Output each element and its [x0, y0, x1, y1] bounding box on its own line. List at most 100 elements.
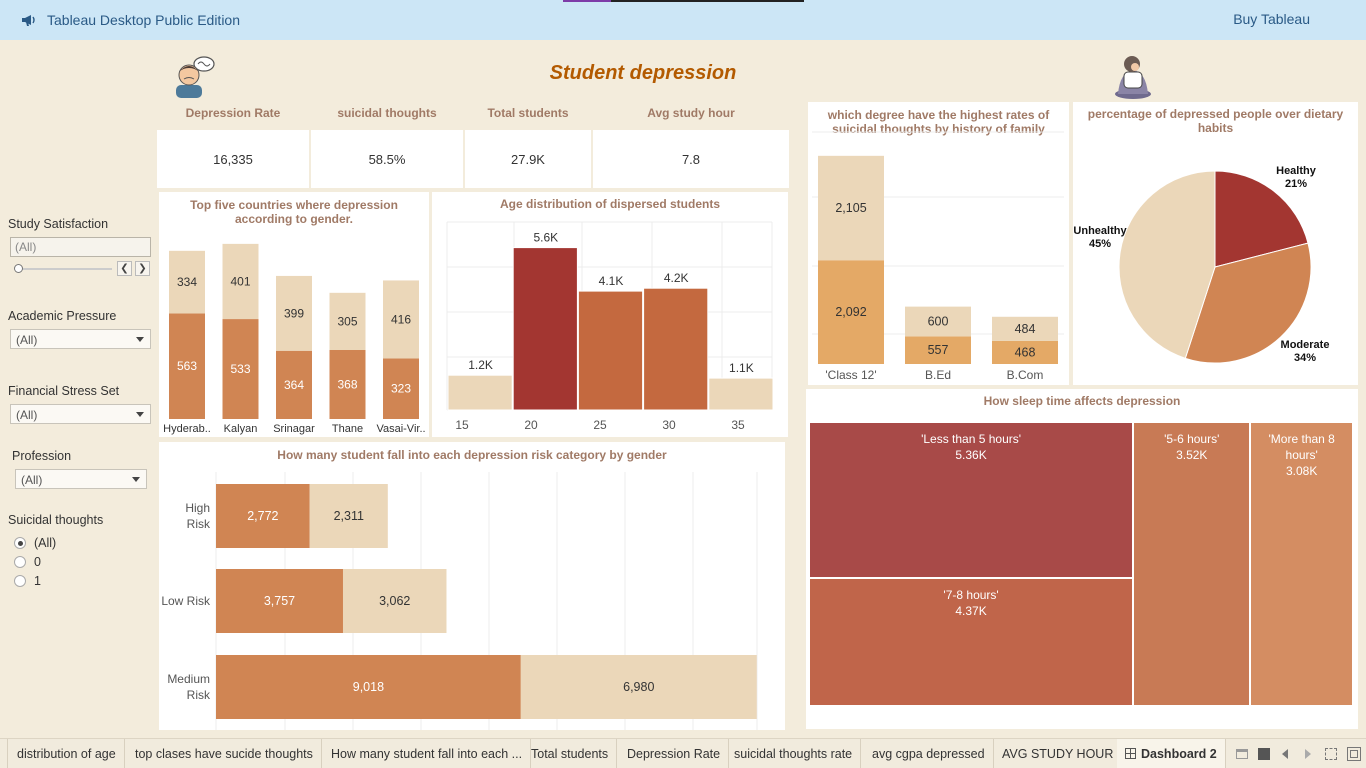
chevron-down-icon[interactable]	[136, 337, 144, 342]
study-satisfaction-slider-track[interactable]	[14, 264, 112, 273]
age-chart: 1.2K 15 5.6K 20 4.1K 25 4.2K 30 1.1K 35	[446, 221, 774, 432]
data-label: 4.1K	[599, 274, 624, 288]
radio-option-all[interactable]: (All)	[14, 536, 56, 550]
tick-label: Risk	[187, 688, 211, 702]
grid-view-icon[interactable]	[1258, 748, 1270, 760]
tile-7-8-hours[interactable]: '7-8 hours' 4.37K	[809, 578, 1134, 706]
kpi-value-total-students[interactable]: 27.9K	[465, 130, 591, 188]
filter-label-profession: Profession	[12, 449, 72, 463]
data-label: 9,018	[353, 680, 384, 694]
tab-risk-category[interactable]: How many student fall into each ...	[323, 739, 532, 768]
kpi-value-suicidal-thoughts[interactable]: 58.5%	[311, 130, 463, 188]
data-label: 334	[177, 275, 197, 289]
chevron-left-icon[interactable]: ❮	[117, 261, 132, 276]
filter-label-academic-pressure: Academic Pressure	[8, 309, 117, 323]
chevron-down-icon[interactable]	[132, 477, 140, 482]
tick-label: Medium	[167, 672, 210, 686]
kpi-label-suicidal-thoughts: suicidal thoughts	[337, 106, 437, 120]
tab-avg-cgpa[interactable]: avg cgpa depressed	[864, 739, 994, 768]
age-chart-panel: Age distribution of dispersed students 1…	[432, 192, 788, 437]
countries-chart-title: Top five countries where depression acco…	[190, 198, 398, 226]
radio-option-1[interactable]: 1	[14, 574, 41, 588]
tile-value: 5.36K	[955, 448, 987, 462]
bar-segment-left	[216, 655, 521, 719]
radio-button[interactable]	[14, 556, 26, 568]
chevron-right-icon[interactable]: ❯	[135, 261, 150, 276]
tab-total-students[interactable]: Total students	[523, 739, 618, 768]
data-label: 3,757	[264, 594, 295, 608]
bar-segment-left	[216, 484, 310, 548]
tab-depression-rate[interactable]: Depression Rate	[619, 739, 730, 768]
tick-label: Srinagar	[273, 423, 315, 435]
tile-less-than-5-hours[interactable]: 'Less than 5 hours' 5.36K	[809, 422, 1134, 579]
data-label: 364	[284, 378, 304, 392]
data-label: 600	[928, 314, 949, 328]
degree-chart: 2,092 2,105 'Class 12' 557 600 B.Ed 468 484 B.Co…	[812, 131, 1064, 382]
risk-chart-panel: How many student fall into each depressi…	[159, 442, 785, 730]
tab-edge	[0, 739, 8, 768]
risk-chart-title: How many student fall into each depressi…	[277, 448, 667, 462]
bar-segment-upper	[383, 280, 419, 359]
tick-label: 35	[731, 418, 745, 432]
radio-label: (All)	[34, 536, 57, 550]
kpi-value-depression-rate[interactable]: 16,335	[157, 130, 309, 188]
tab-top-clases[interactable]: top clases have sucide thoughts	[127, 739, 322, 768]
bar-segment-left	[216, 569, 343, 633]
megaphone-icon[interactable]	[20, 11, 38, 29]
tab-suicidal-thoughts-rate[interactable]: suicidal thoughts rate	[726, 739, 862, 768]
radio-button[interactable]	[14, 575, 26, 587]
data-label: 1.1K	[729, 361, 754, 375]
tick-label: High	[185, 501, 210, 515]
slider-handle[interactable]	[14, 264, 23, 273]
tile-more-than-8-hours[interactable]: 'More than 8 hours' 3.08K	[1250, 422, 1353, 706]
filter-label-study-satisfaction: Study Satisfaction	[8, 217, 109, 231]
radio-label: 0	[34, 555, 41, 569]
degree-chart-panel: which degree have the highest rates of s…	[808, 102, 1069, 385]
dashboard-title: Student depression	[549, 62, 737, 84]
data-label: 2,772	[247, 509, 278, 523]
chevron-down-icon[interactable]	[136, 412, 144, 417]
tile-label: 'More than 8 hours' 3.08K	[1257, 431, 1346, 479]
buy-tableau-link[interactable]: Buy Tableau	[1233, 11, 1310, 27]
academic-pressure-select[interactable]: (All)	[10, 329, 151, 349]
age-bar	[447, 374, 513, 411]
bar-segment-upper	[905, 306, 971, 337]
profession-select[interactable]: (All)	[15, 469, 147, 489]
tab-distribution-of-age[interactable]: distribution of age	[9, 739, 125, 768]
tick-label: B.Com	[1007, 368, 1044, 382]
data-label: 323	[391, 382, 411, 396]
kpi-label-avg-study-hour: Avg study hour	[647, 106, 735, 120]
present-mode-icon[interactable]	[1347, 747, 1361, 761]
countries-chart-panel: Top five countries where depression acco…	[159, 192, 429, 437]
diet-chart-title: percentage of depressed people over diet…	[1087, 107, 1344, 135]
tick-label: Risk	[187, 517, 211, 531]
radio-button[interactable]	[14, 537, 26, 549]
top-accent-line	[563, 0, 804, 2]
age-bar	[512, 247, 578, 411]
bar-segment-lower	[329, 350, 366, 419]
tick-label: 25	[593, 418, 607, 432]
tile-5-6-hours[interactable]: '5-6 hours' 3.52K	[1133, 422, 1251, 706]
radio-option-0[interactable]: 0	[14, 555, 41, 569]
data-label: 368	[337, 378, 357, 392]
study-satisfaction-input[interactable]: (All)	[10, 237, 151, 257]
previous-sheet-icon[interactable]	[1282, 749, 1288, 759]
bar-segment-right	[520, 655, 757, 719]
financial-stress-select[interactable]: (All)	[10, 404, 151, 424]
next-sheet-icon[interactable]	[1305, 749, 1311, 759]
fullscreen-icon[interactable]	[1325, 748, 1337, 760]
sheet-tabs-bar: distribution of age top clases have suci…	[0, 738, 1366, 768]
kpi-value-avg-study-hour[interactable]: 7.8	[593, 130, 789, 188]
tick-label: 20	[524, 418, 538, 432]
tab-dashboard-2[interactable]: Dashboard 2	[1117, 739, 1226, 768]
tick-label: 30	[662, 418, 676, 432]
film-strip-icon[interactable]	[1236, 749, 1248, 759]
kpi-label-total-students: Total students	[487, 106, 569, 120]
bar-segment-upper	[169, 250, 205, 314]
sleep-chart-title: How sleep time affects depression	[983, 394, 1181, 408]
data-label: 399	[284, 306, 304, 320]
tab-avg-study-hour[interactable]: AVG STUDY HOUR	[994, 739, 1123, 768]
slice-value: 45%	[1089, 238, 1111, 250]
tick-label: Kalyan	[224, 423, 258, 435]
